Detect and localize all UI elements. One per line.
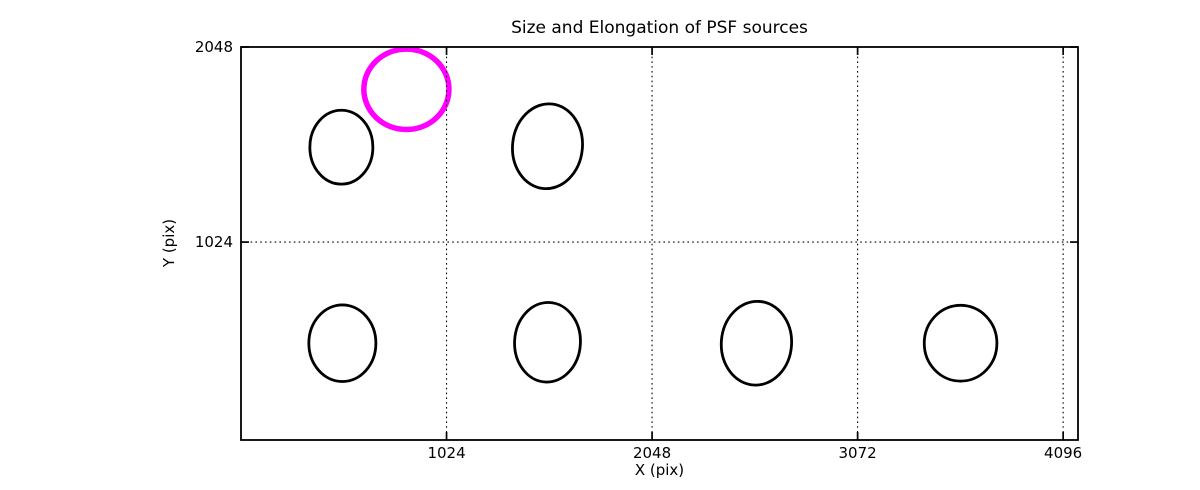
x-axis-label: X (pix)	[634, 461, 685, 479]
psf-ellipse	[308, 108, 375, 186]
x-tick-label: 3072	[838, 444, 877, 462]
chart-title: Size and Elongation of PSF sources	[511, 18, 808, 38]
plot-frame	[240, 46, 1079, 441]
highlighted-psf-ellipse	[361, 46, 452, 133]
x-tick-label: 2048	[632, 444, 672, 462]
y-axis-label: Y (pix)	[160, 218, 178, 268]
psf-ellipse	[719, 299, 794, 387]
psf-ellipse	[511, 102, 584, 191]
x-tick-label: 4096	[1044, 444, 1083, 462]
psf-ellipse	[307, 303, 378, 383]
y-tick-label: 1024	[194, 233, 233, 252]
psf-ellipse	[513, 301, 582, 384]
y-tick-label: 2048	[194, 38, 233, 56]
psf-ellipse	[922, 303, 999, 383]
x-tick-label: 1024	[427, 444, 466, 462]
